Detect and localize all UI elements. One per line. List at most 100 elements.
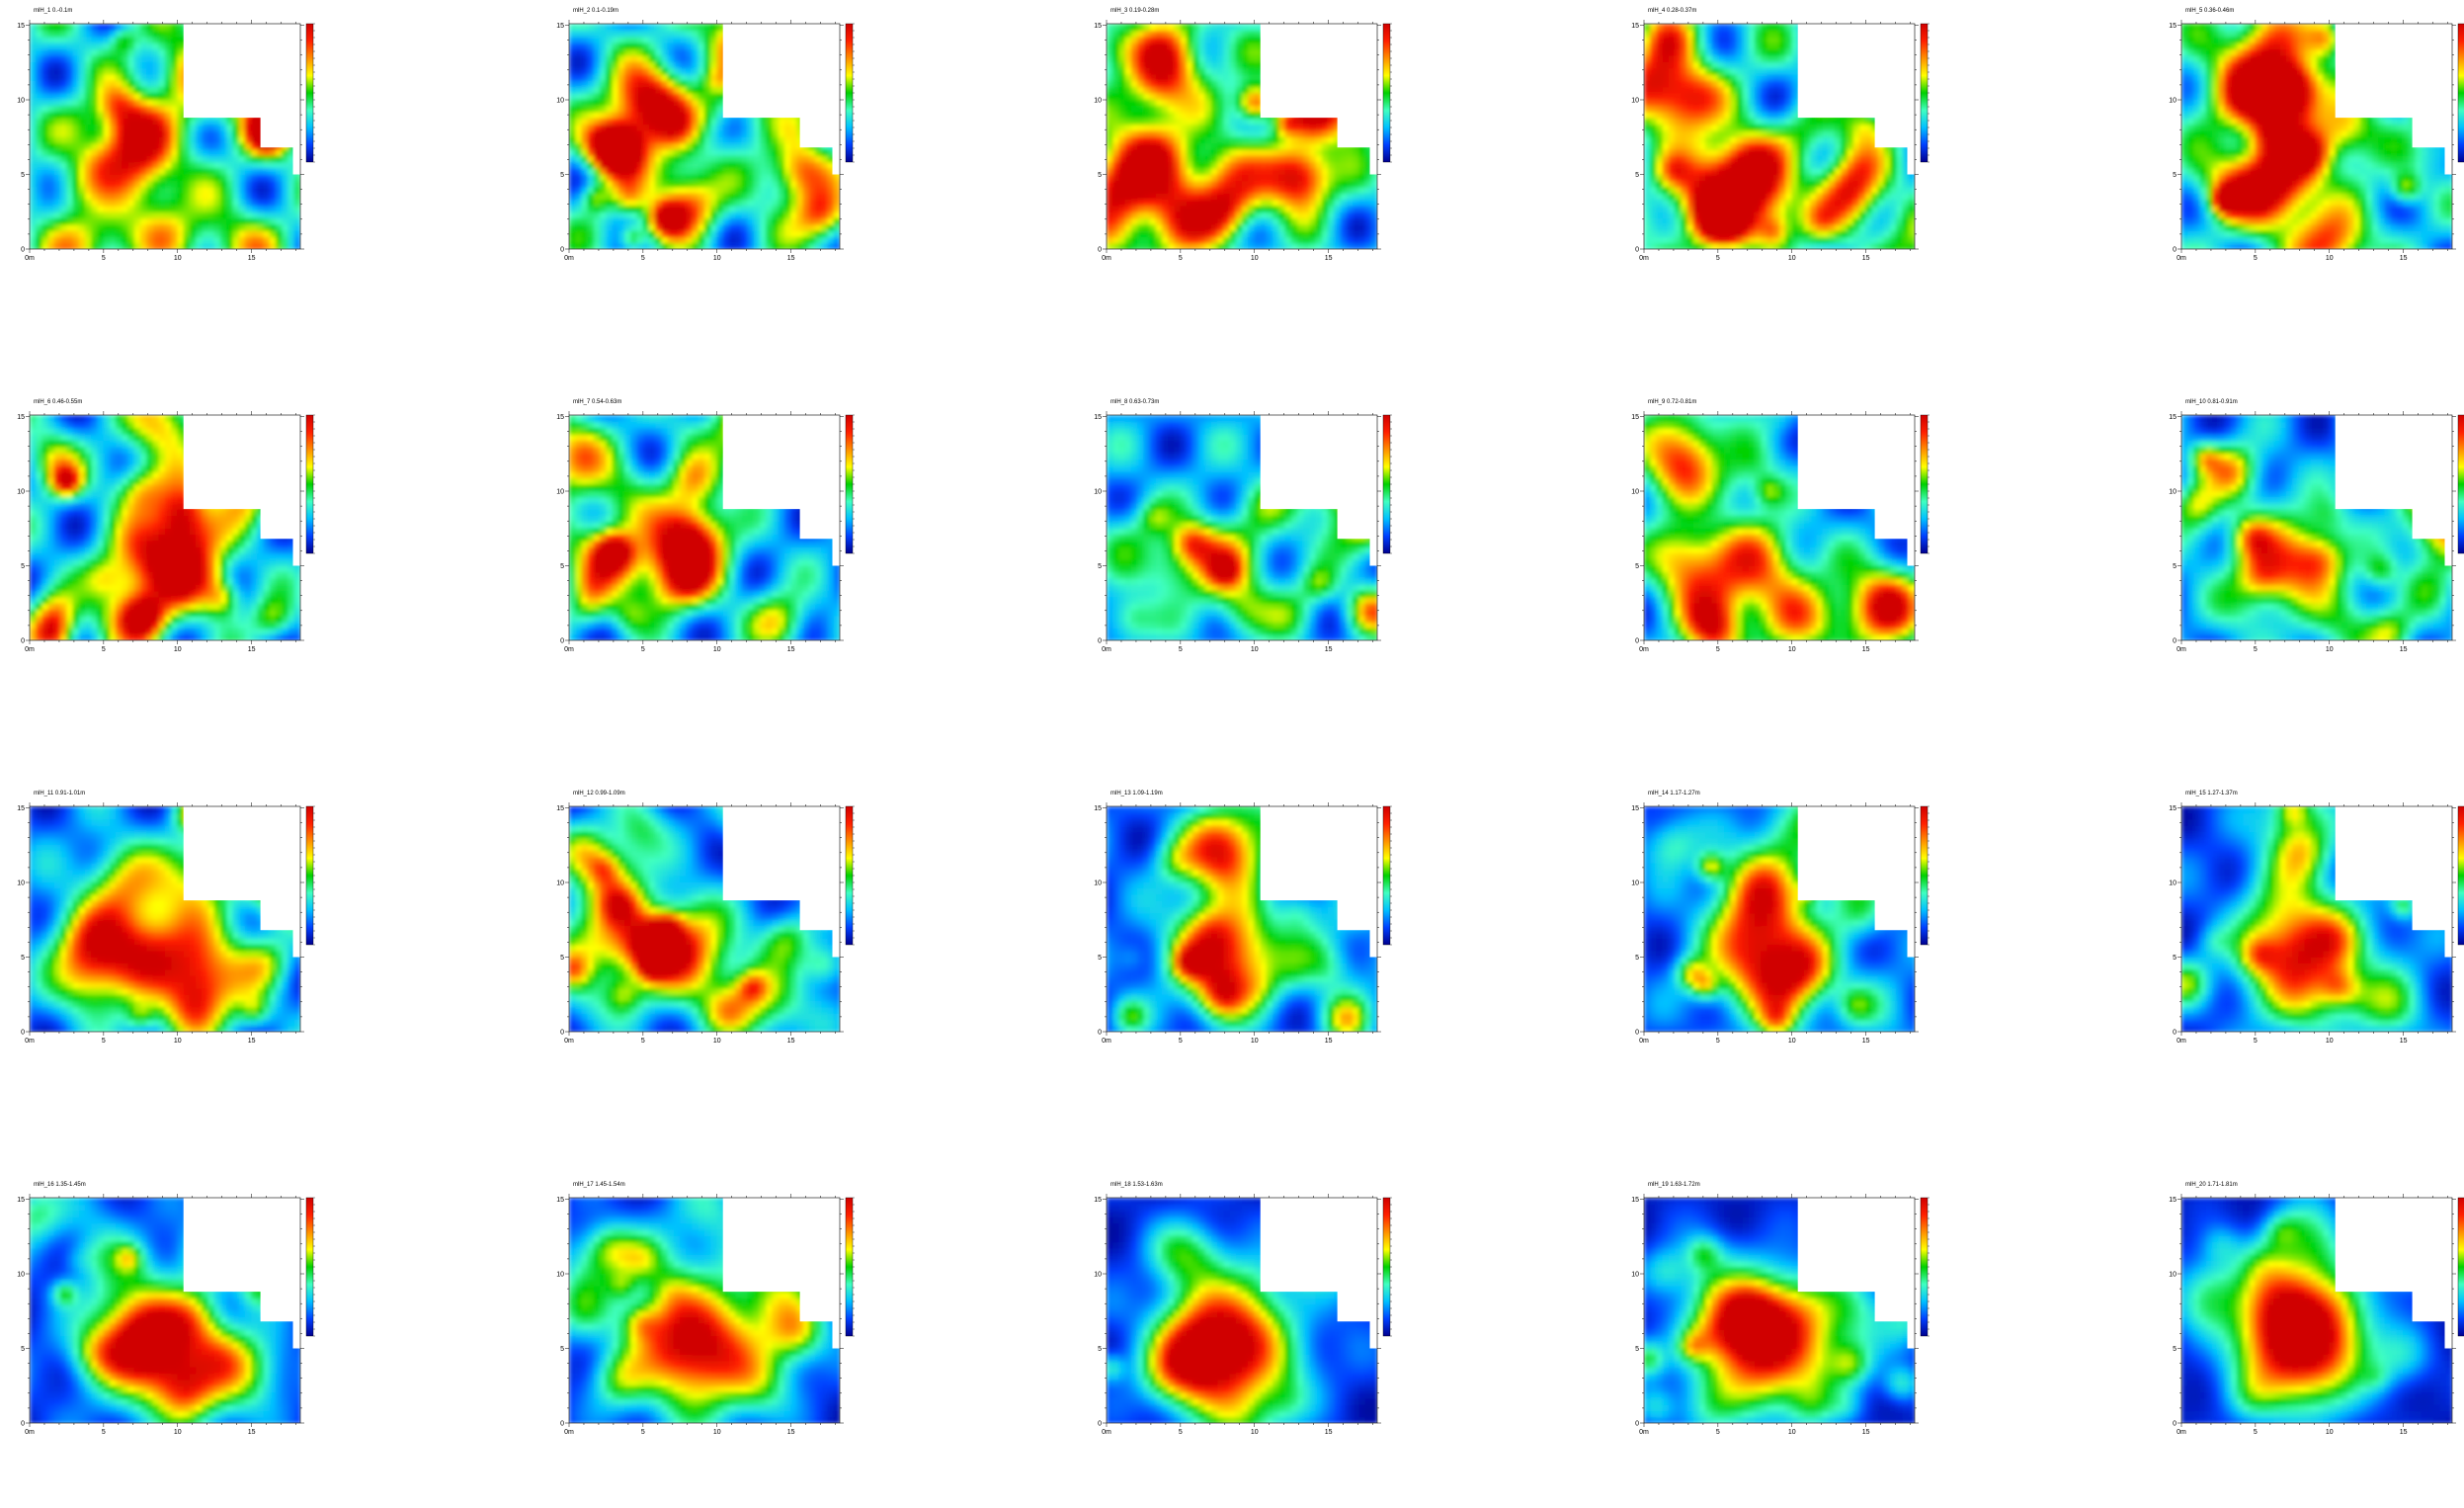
heatmap-cell — [264, 211, 271, 218]
heatmap-cell — [1663, 93, 1670, 100]
heatmap-cell — [73, 80, 80, 87]
heatmap-cell — [1150, 224, 1157, 231]
heatmap-cell — [704, 236, 711, 243]
heatmap-cell — [73, 93, 80, 100]
heatmap-cell — [66, 67, 73, 74]
heatmap-cell — [1192, 161, 1199, 168]
heatmap-cell — [60, 118, 67, 125]
heatmap-cell — [73, 42, 80, 49]
heatmap-cell — [1681, 230, 1687, 237]
heatmap-cell — [760, 224, 767, 231]
heatmap-cell — [1291, 224, 1298, 231]
heatmap-cell — [1254, 199, 1261, 206]
heatmap-cell — [1693, 217, 1700, 224]
heatmap-cell — [613, 42, 619, 49]
heatmap-cell — [686, 193, 693, 200]
heatmap-cell — [1705, 80, 1712, 87]
heatmap-cell — [649, 124, 656, 130]
heatmap-cell — [661, 130, 668, 137]
heatmap-cell — [1650, 142, 1657, 149]
heatmap-cell — [1156, 42, 1163, 49]
heatmap-cell — [1718, 118, 1725, 125]
heatmap-cell — [1162, 48, 1169, 55]
heatmap-cell — [48, 42, 55, 49]
heatmap-cell — [1650, 217, 1657, 224]
heatmap-cell — [177, 42, 184, 49]
heatmap-cell — [1125, 80, 1132, 87]
heatmap-cell — [649, 161, 656, 168]
heatmap-cell — [251, 230, 258, 237]
heatmap-cell — [1150, 136, 1157, 143]
heatmap-cell — [1156, 206, 1163, 212]
heatmap-cell — [575, 55, 582, 62]
heatmap-cell — [1699, 187, 1706, 194]
heatmap-cell — [1699, 142, 1706, 149]
heatmap-cell — [630, 74, 637, 81]
heatmap-cell — [1730, 112, 1737, 119]
heatmap-cell — [600, 168, 607, 175]
heatmap-cell — [828, 193, 835, 200]
heatmap-cell — [1656, 42, 1663, 49]
heatmap-cell — [184, 130, 191, 137]
heatmap-cell — [693, 136, 699, 143]
heatmap-cell — [613, 37, 619, 43]
heatmap-cell — [600, 155, 607, 162]
heatmap-cell — [1365, 142, 1372, 149]
heatmap-cell — [91, 149, 98, 156]
heatmap-cell — [1236, 224, 1243, 231]
heatmap-cell — [1730, 118, 1737, 125]
heatmap-cell — [655, 61, 662, 68]
heatmap-cell — [1743, 130, 1750, 137]
heatmap-cell — [815, 230, 822, 237]
heatmap-cell — [110, 199, 117, 206]
heatmap-cell — [630, 224, 637, 231]
heatmap-cell — [1187, 112, 1193, 119]
heatmap-cell — [1650, 187, 1657, 194]
heatmap-cell — [184, 118, 191, 125]
heatmap-cell — [686, 174, 693, 181]
heatmap-cell — [773, 236, 780, 243]
heatmap-cell — [140, 86, 147, 93]
heatmap-cell — [661, 93, 668, 100]
heatmap-cell — [1705, 55, 1712, 62]
heatmap-cell — [1767, 124, 1774, 130]
heatmap-cell — [1181, 118, 1188, 125]
heatmap-cell — [104, 180, 111, 187]
heatmap-cell — [680, 61, 687, 68]
heatmap-cell — [171, 48, 178, 55]
heatmap-cell — [245, 217, 252, 224]
heatmap-cell — [1230, 93, 1237, 100]
heatmap-cell — [128, 224, 135, 231]
heatmap-cell — [91, 236, 98, 243]
heatmap-cell — [122, 55, 128, 62]
heatmap-cell — [1192, 142, 1199, 149]
heatmap-cell — [1175, 37, 1182, 43]
heatmap-cell — [1211, 174, 1218, 181]
heatmap-cell — [1175, 61, 1182, 68]
heatmap-cell — [723, 42, 730, 49]
heatmap-cell — [1656, 168, 1663, 175]
heatmap-cell — [668, 86, 675, 93]
heatmap-cell — [1192, 130, 1199, 137]
heatmap-cell — [257, 161, 264, 168]
heatmap-cell — [1712, 168, 1719, 175]
heatmap-cell — [98, 180, 105, 187]
heatmap-cell — [779, 187, 785, 194]
heatmap-cell — [1192, 99, 1199, 106]
heatmap-cell — [41, 174, 48, 181]
heatmap-cell — [1749, 199, 1756, 206]
heatmap-cell — [1261, 236, 1268, 243]
heatmap-cell — [790, 199, 797, 206]
heatmap-cell — [73, 55, 80, 62]
heatmap-cell — [1322, 130, 1329, 137]
heatmap-cell — [1254, 80, 1261, 87]
heatmap-cell — [1198, 130, 1205, 137]
heatmap-cell — [680, 211, 687, 218]
heatmap-cell — [140, 30, 147, 37]
heatmap-cell — [1143, 74, 1150, 81]
heatmap-cell — [1341, 180, 1348, 187]
heatmap-cell — [1303, 136, 1310, 143]
heatmap-cell — [1761, 124, 1767, 130]
heatmap-cell — [190, 168, 197, 175]
